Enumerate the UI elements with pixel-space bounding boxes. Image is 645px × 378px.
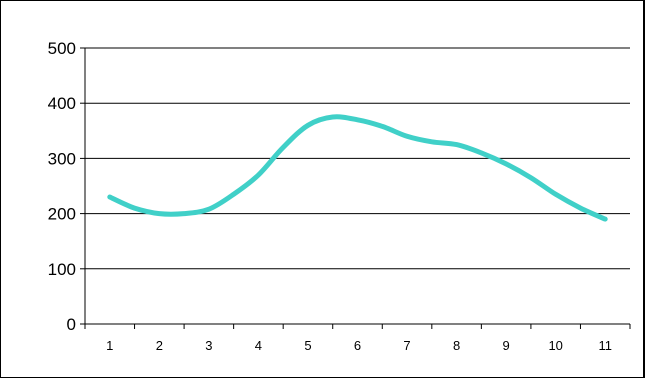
x-tick-label: 7 bbox=[403, 338, 410, 353]
x-tick-label: 8 bbox=[453, 338, 460, 353]
series-layer bbox=[107, 114, 608, 222]
x-tick-label: 6 bbox=[354, 338, 361, 353]
x-tick-label: 10 bbox=[548, 338, 562, 353]
x-tick-label: 11 bbox=[598, 338, 612, 353]
x-tick-label: 5 bbox=[304, 338, 311, 353]
x-tick-labels: 1 2 3 4 5 6 7 8 9 10 11 bbox=[106, 338, 612, 353]
x-tick-label: 3 bbox=[205, 338, 212, 353]
y-tick-label: 0 bbox=[67, 315, 76, 334]
gridlines bbox=[85, 47, 630, 270]
y-tick-label: 200 bbox=[48, 205, 76, 224]
x-tick-label: 9 bbox=[503, 338, 510, 353]
y-tick-label: 300 bbox=[48, 149, 76, 168]
y-tick-label: 400 bbox=[48, 94, 76, 113]
y-tick-label: 100 bbox=[48, 260, 76, 279]
x-tick-label: 2 bbox=[156, 338, 163, 353]
x-tick-label: 1 bbox=[106, 338, 113, 353]
axes bbox=[80, 47, 631, 329]
x-tick-label: 4 bbox=[255, 338, 262, 353]
series-line bbox=[107, 114, 608, 222]
y-tick-label: 500 bbox=[48, 39, 76, 58]
y-tick-labels: 0 100 200 300 400 500 bbox=[48, 39, 76, 334]
